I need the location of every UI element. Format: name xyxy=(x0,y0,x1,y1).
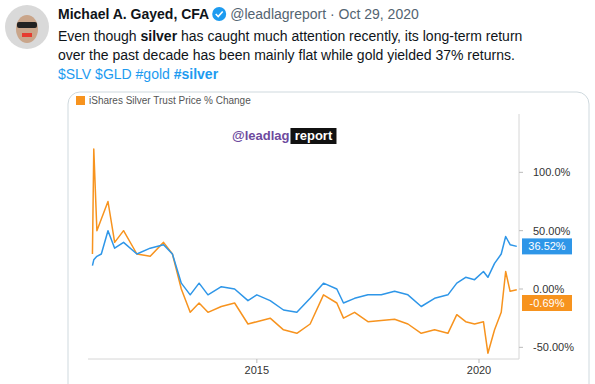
author-handle[interactable]: @leadlagreport · Oct 29, 2020 xyxy=(230,6,419,22)
y-tick-label: 50.00% xyxy=(533,225,571,237)
badge-check xyxy=(216,12,223,17)
tweet-text-line: over the past decade has been mainly fla… xyxy=(58,47,515,63)
plot-area xyxy=(92,149,516,353)
watermark-badge-text: report xyxy=(295,128,333,143)
hashtag[interactable]: $SLV $GLD #gold xyxy=(58,66,174,82)
verified-badge xyxy=(212,7,226,21)
avatar-mouth xyxy=(22,33,32,37)
legend-swatch xyxy=(76,96,85,105)
tweet-text-line: $SLV $GLD #gold #silver xyxy=(58,66,219,82)
badge-circle xyxy=(212,7,226,21)
end-label-box xyxy=(522,238,572,254)
end-label: -0.69% xyxy=(530,297,565,309)
page: Michael A. Gayed, CFA @leadlagreport · Oc… xyxy=(0,0,595,384)
hashtag[interactable]: #silver xyxy=(174,66,219,82)
media-card xyxy=(68,92,589,384)
avatar[interactable] xyxy=(5,5,49,49)
y-tick xyxy=(519,289,523,290)
x-axis-line xyxy=(88,359,519,360)
legend-label: iShares Silver Trust Price % Change xyxy=(89,95,251,106)
tweet-text-line: Even though silver has caught much atten… xyxy=(58,28,522,44)
watermark-badge xyxy=(290,128,336,144)
y-axis-line xyxy=(519,114,520,359)
text-run: has caught much attention recently, its … xyxy=(177,28,522,44)
y-tick xyxy=(519,172,523,173)
y-tick-label: 0.00% xyxy=(533,283,564,295)
series-line xyxy=(92,149,516,353)
text-run: Even though xyxy=(58,28,141,44)
avatar-bg xyxy=(5,5,49,49)
x-tick-label: 2020 xyxy=(467,364,491,376)
end-label-box xyxy=(522,295,572,311)
watermark-text: @leadlag xyxy=(232,128,290,143)
y-tick-label: -50.00% xyxy=(533,341,574,353)
avatar-glasses xyxy=(17,22,37,28)
y-tick-label: 100.0% xyxy=(533,166,571,178)
author-name[interactable]: Michael A. Gayed, CFA xyxy=(58,6,209,22)
series-line xyxy=(92,231,516,313)
end-label: 36.52% xyxy=(528,240,566,252)
x-tick xyxy=(256,359,257,363)
text-run: over the past decade has been mainly fla… xyxy=(58,47,515,63)
y-tick xyxy=(519,347,523,348)
y-tick xyxy=(519,230,523,231)
avatar-face xyxy=(16,15,38,43)
x-tick xyxy=(479,359,480,363)
text-run: silver xyxy=(141,28,178,44)
x-tick-label: 2015 xyxy=(245,364,269,376)
